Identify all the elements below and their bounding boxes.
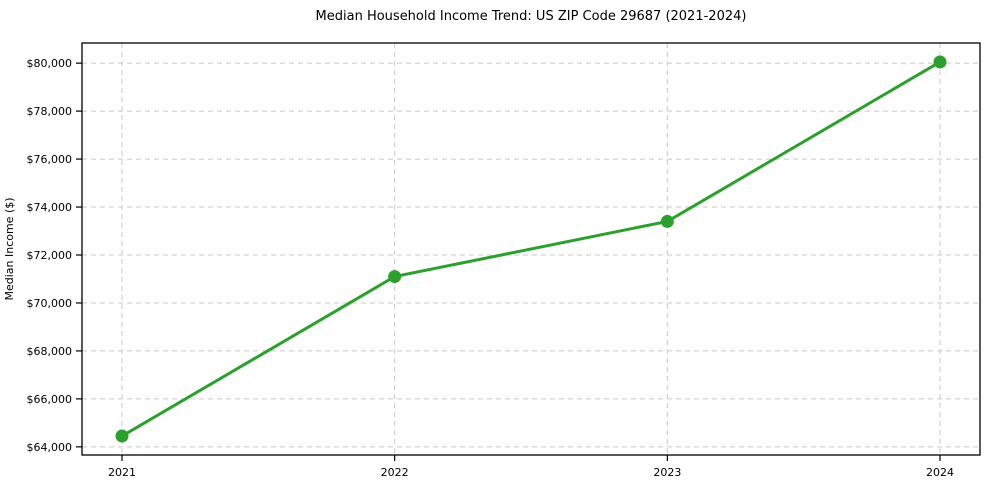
y-tick-label: $64,000 (27, 441, 73, 454)
y-tick-label: $66,000 (27, 393, 73, 406)
y-tick-label: $68,000 (27, 345, 73, 358)
plot-border (81, 42, 981, 456)
data-point (115, 429, 129, 443)
data-point (388, 270, 402, 284)
y-axis-label: Median Income ($) (3, 197, 16, 300)
y-tick-label: $74,000 (27, 201, 73, 214)
data-point (933, 55, 947, 69)
y-tick-label: $72,000 (27, 249, 73, 262)
x-tick-label: 2024 (926, 466, 954, 479)
y-tick-label: $78,000 (27, 105, 73, 118)
y-tick-label: $70,000 (27, 297, 73, 310)
data-point (660, 214, 674, 228)
chart-title: Median Household Income Trend: US ZIP Co… (315, 9, 747, 24)
y-tick-label: $76,000 (27, 153, 73, 166)
x-tick-label: 2021 (108, 466, 136, 479)
x-tick-label: 2023 (653, 466, 681, 479)
x-tick-label: 2022 (381, 466, 409, 479)
trend-line (120, 60, 942, 438)
y-tick-label: $80,000 (27, 57, 73, 70)
